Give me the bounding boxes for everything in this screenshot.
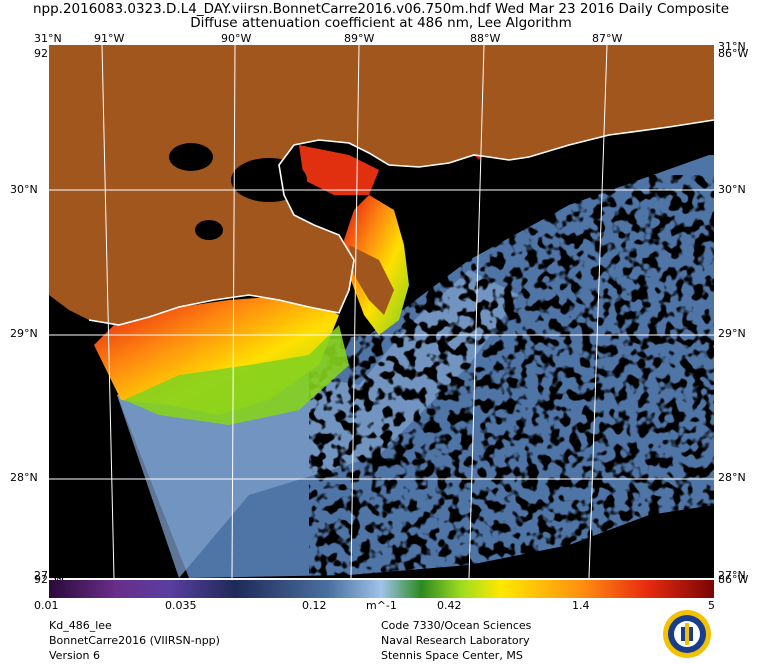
lon-label-90w: 90°W — [221, 32, 252, 45]
lon-label-87w: 87°W — [592, 32, 623, 45]
lake-inland — [195, 220, 223, 240]
footer-product: Kd_486_lee — [49, 619, 112, 632]
footer-dataset: BonnetCarre2016 (VIIRSN-npp) — [49, 634, 220, 647]
map-title: npp.2016083.0323.D.L4_DAY.viirsn.BonnetC… — [32, 1, 730, 17]
lon-label-89w: 89°W — [344, 32, 375, 45]
plume-green — [124, 325, 349, 425]
delta-land — [349, 245, 394, 315]
footer-lab: Naval Research Laboratory — [381, 634, 530, 647]
lat-label-29n-left: 29°N — [10, 327, 38, 340]
corner-lon-right-top: 86°W — [718, 47, 749, 60]
colorbar-tick-3: 0.42 — [437, 599, 462, 612]
colorbar-tick-4: 1.4 — [572, 599, 590, 612]
coastline — [88, 119, 714, 326]
map-subtitle: Diffuse attenuation coefficient at 486 n… — [190, 15, 572, 31]
lat-label-30n-left: 30°N — [10, 183, 38, 196]
lon-label-91w: 91°W — [94, 32, 125, 45]
corner-lat-bottom-right: 27°N — [718, 569, 746, 582]
footer-code: Code 7330/Ocean Sciences — [381, 619, 532, 632]
colorbar-tick-1: 0.035 — [165, 599, 197, 612]
plume-lake — [299, 145, 379, 195]
lat-label-29n-right: 29°N — [718, 327, 746, 340]
lat-label-30n-right: 30°N — [718, 183, 746, 196]
colorbar-unit: m^-1 — [366, 599, 397, 612]
land-area — [49, 45, 714, 325]
corner-lon-right-bottom: 86°W — [718, 573, 749, 586]
graticule — [49, 45, 714, 578]
footer-location: Stennis Space Center, MS — [381, 649, 523, 662]
lake-maurepas — [169, 143, 213, 171]
colorbar-tick-0: 0.01 — [34, 599, 59, 612]
lat-label-28n-right: 28°N — [718, 471, 746, 484]
corner-lat-top-right: 31°N — [718, 40, 746, 53]
lake-pontchartrain — [231, 158, 307, 202]
satellite-map — [49, 45, 714, 578]
lon-label-88w: 88°W — [470, 32, 501, 45]
corner-lat-top-left: 31°N — [34, 32, 62, 45]
colorbar-tick-2: 0.12 — [302, 599, 327, 612]
colorbar-tick-5: 5 — [708, 599, 715, 612]
lat-label-28n-left: 28°N — [10, 471, 38, 484]
nrl-seal-icon — [663, 610, 711, 658]
footer-version: Version 6 — [49, 649, 100, 662]
colorbar-gradient — [49, 580, 714, 598]
colorbar — [49, 580, 714, 598]
